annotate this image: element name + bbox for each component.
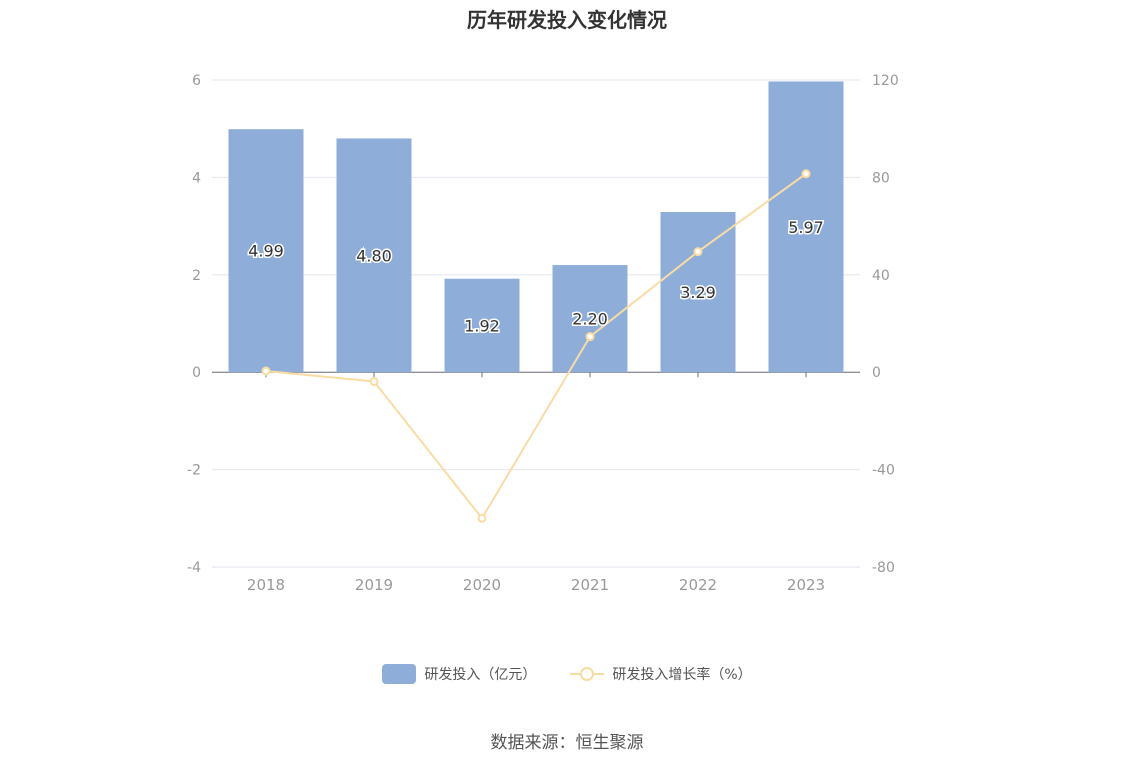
legend-line-label: 研发投入增长率（%） — [612, 667, 752, 683]
x-tick-label: 2020 — [463, 576, 501, 594]
bar — [444, 278, 520, 373]
legend-bar-label: 研发投入（亿元） — [424, 667, 537, 683]
y-left-tick-label: 4 — [192, 170, 201, 186]
bar-value-label: 2.20 — [572, 310, 608, 329]
y-left-tick-label: 0 — [192, 365, 201, 381]
line-point — [801, 169, 811, 179]
bar-value-label: 1.92 — [464, 316, 500, 335]
x-tick-label: 2021 — [571, 576, 609, 594]
bar-value-label: 4.99 — [248, 242, 284, 261]
x-tick-label: 2022 — [679, 576, 717, 594]
y-left-tick-label: -4 — [187, 560, 201, 576]
data-source: 数据来源：恒生聚源 — [490, 733, 644, 753]
legend-line-swatch — [570, 667, 605, 681]
line-point — [369, 376, 379, 386]
y-right-tick-label: 0 — [872, 365, 881, 381]
bar — [768, 81, 844, 373]
x-tick-label: 2018 — [247, 576, 285, 594]
y-left-tick-label: 6 — [192, 73, 201, 89]
legend-bar-swatch — [382, 664, 417, 684]
y-right-tick-label: 40 — [872, 268, 890, 284]
bar-value-label: 4.80 — [356, 246, 392, 265]
bar — [660, 211, 736, 373]
legend-item-bar[interactable]: 研发投入（亿元） — [382, 664, 536, 684]
x-tick-label: 2023 — [787, 576, 825, 594]
bar — [228, 129, 304, 373]
bar — [552, 265, 628, 373]
line-point — [585, 332, 595, 342]
bar-value-label: 3.29 — [680, 283, 716, 302]
y-right-tick-label: 120 — [872, 73, 899, 89]
legend-item-line[interactable]: 研发投入增长率（%） — [570, 664, 752, 684]
legend: 研发投入（亿元） 研发投入增长率（%） — [0, 664, 1134, 684]
y-right-tick-label: -40 — [872, 463, 895, 479]
x-tick-label: 2019 — [355, 576, 393, 594]
y-right-tick-label: -80 — [872, 560, 895, 576]
bar-line-chart: 6 120 4 80 2 40 0 0 -2 -40 -4 -80 2018 2019 2020 2021 20… — [187, 73, 899, 594]
line-point — [693, 247, 703, 257]
growth-rate-line — [265, 172, 807, 521]
line-point — [261, 366, 271, 376]
chart-title: 历年研发投入变化情况 — [467, 8, 667, 32]
y-right-tick-label: 80 — [872, 170, 890, 186]
y-left-tick-label: 2 — [192, 268, 201, 284]
line-point — [477, 513, 487, 523]
y-left-tick-label: -2 — [187, 463, 201, 479]
bar — [336, 138, 412, 373]
bar-value-label: 5.97 — [788, 218, 824, 237]
